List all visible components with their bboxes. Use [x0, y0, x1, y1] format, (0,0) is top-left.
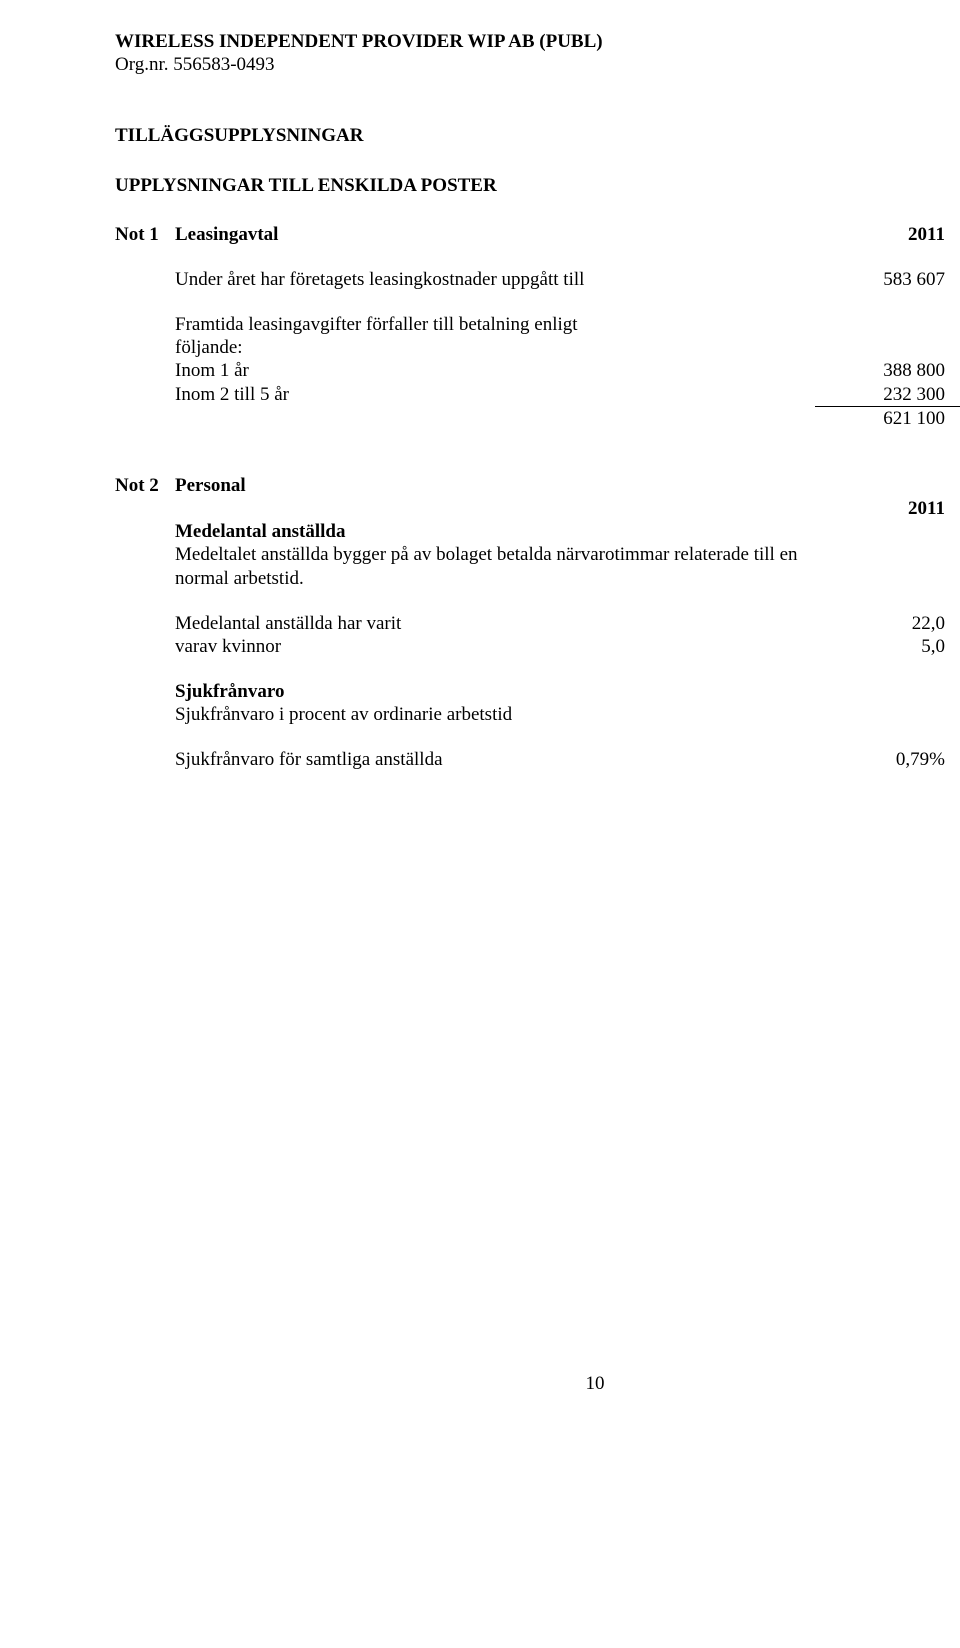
table-row: Medelantal anställda — [115, 520, 960, 543]
note-title: Personal — [175, 474, 815, 497]
row-text: Medeltalet anställda bygger på av bolage… — [175, 543, 960, 566]
table-row: Inom 1 år 388 800 317 500 — [115, 359, 960, 382]
table-row: följande: — [115, 336, 960, 359]
page-number: 10 — [115, 1372, 960, 1395]
year-header: 2010 — [945, 497, 960, 520]
year-header: 2011 — [815, 223, 945, 246]
row-value: 0,79% — [815, 748, 945, 771]
row-value: 1,14% — [945, 748, 960, 771]
row-value: 232 300 — [815, 383, 945, 407]
row-value: 5,0 — [815, 635, 945, 658]
row-value: 16,0 — [945, 612, 960, 635]
table-row: 2011 2010 — [115, 497, 960, 520]
row-text: Sjukfrånvaro i procent av ordinarie arbe… — [175, 703, 960, 726]
table-row: varav kvinnor 5,0 4,0 — [115, 635, 960, 658]
table-row: Medelantal anställda har varit 22,0 16,0 — [115, 612, 960, 635]
note-label: Not 2 — [115, 474, 175, 497]
table-row: Not 1 Leasingavtal 2011 2010 — [115, 223, 960, 246]
table-row: normal arbetstid. — [115, 567, 960, 590]
table-row: Sjukfrånvaro för samtliga anställda 0,79… — [115, 748, 960, 771]
row-text: normal arbetstid. — [175, 567, 960, 590]
company-name: WIRELESS INDEPENDENT PROVIDER WIP AB (PU… — [115, 30, 960, 53]
row-value: 22,0 — [815, 612, 945, 635]
row-subheading: Medelantal anställda — [175, 520, 815, 543]
table-row: Inom 2 till 5 år 232 300 321 800 — [115, 383, 960, 407]
note1-table: Not 1 Leasingavtal 2011 2010 Under året … — [115, 223, 960, 430]
row-value: 639 300 — [945, 406, 960, 430]
row-value: 317 500 — [945, 359, 960, 382]
table-row: Medeltalet anställda bygger på av bolage… — [115, 543, 960, 566]
table-row: Framtida leasingavgifter förfaller till … — [115, 313, 960, 336]
row-text: Under året har företagets leasingkostnad… — [175, 268, 815, 291]
row-text: följande: — [175, 336, 815, 359]
row-text: varav kvinnor — [175, 635, 815, 658]
note-label: Not 1 — [115, 223, 175, 246]
table-row: 621 100 639 300 — [115, 406, 960, 430]
row-value: 321 800 — [945, 383, 960, 407]
row-subheading: Sjukfrånvaro — [175, 680, 815, 703]
table-row: Under året har företagets leasingkostnad… — [115, 268, 960, 291]
document-header: WIRELESS INDEPENDENT PROVIDER WIP AB (PU… — [115, 30, 960, 76]
row-text: Medelantal anställda har varit — [175, 612, 815, 635]
row-text: Sjukfrånvaro för samtliga anställda — [175, 748, 815, 771]
row-value: 388 800 — [815, 359, 945, 382]
year-header: 2010 — [945, 223, 960, 246]
row-text: Inom 2 till 5 år — [175, 383, 815, 407]
org-number: Org.nr. 556583-0493 — [115, 53, 960, 76]
table-row: Not 2 Personal — [115, 474, 960, 497]
note-title: Leasingavtal — [175, 223, 815, 246]
row-value: 621 100 — [815, 406, 945, 430]
subsection-title: UPPLYSNINGAR TILL ENSKILDA POSTER — [115, 174, 960, 197]
row-value: 583 607 — [815, 268, 945, 291]
section-title: TILLÄGGSUPPLYSNINGAR — [115, 124, 960, 147]
row-value: 4,0 — [945, 635, 960, 658]
row-text: Inom 1 år — [175, 359, 815, 382]
row-value: 387 988 — [945, 268, 960, 291]
note2-table: Not 2 Personal 2011 2010 Medelantal anst… — [115, 474, 960, 772]
table-row: Sjukfrånvaro i procent av ordinarie arbe… — [115, 703, 960, 726]
row-text: Framtida leasingavgifter förfaller till … — [175, 313, 815, 336]
year-header: 2011 — [815, 497, 945, 520]
table-row: Sjukfrånvaro — [115, 680, 960, 703]
